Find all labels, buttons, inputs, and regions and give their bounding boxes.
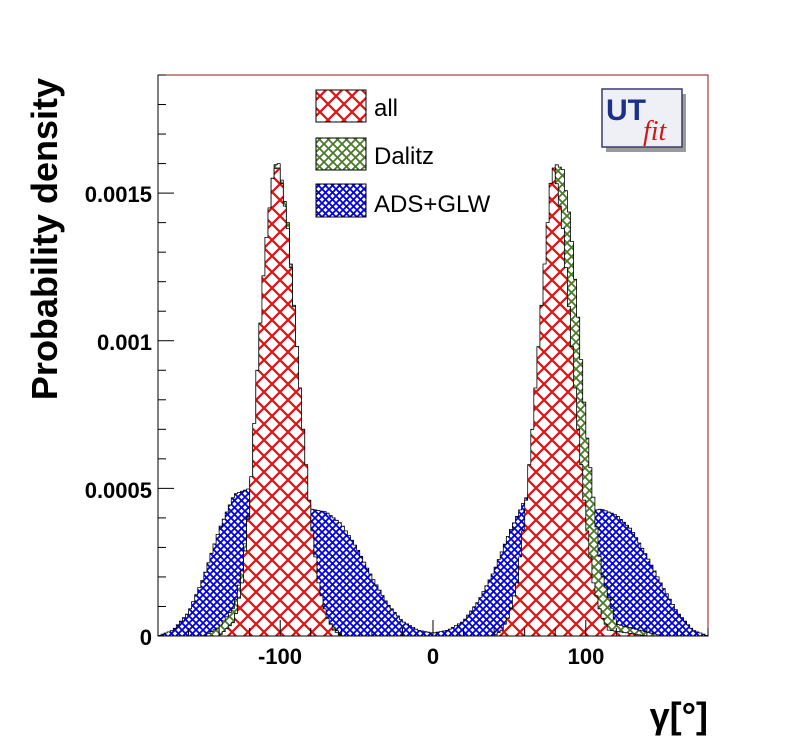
y-tick-label: 0 (140, 625, 152, 650)
legend-label-all: all (374, 95, 398, 122)
y-tick-label: 0.0005 (85, 478, 152, 503)
ticks-layer (157, 74, 709, 637)
legend-swatch-dalitz (315, 137, 367, 171)
legend-swatch-all (315, 89, 367, 123)
logo-text-fit: fit (643, 116, 668, 147)
legend-label-ads-glw: ADS+GLW (374, 191, 491, 218)
x-tick-label: 0 (427, 644, 439, 669)
y-tick-label: 0.0015 (85, 182, 152, 207)
x-axis-title: γ[°] (650, 695, 708, 736)
x-tick-label: -100 (258, 644, 302, 669)
y-tick-label: 0.001 (97, 330, 152, 355)
legend-swatch-ads-glw (315, 183, 367, 218)
utfit-logo: UT fit (601, 88, 686, 152)
series-layer (157, 163, 709, 637)
legend-label-dalitz: Dalitz (374, 143, 434, 170)
x-tick-label: 100 (568, 644, 605, 669)
legend: all Dalitz ADS+GLW (315, 89, 491, 218)
y-axis-title: Probability density (24, 78, 65, 400)
logo-text-ut: UT (606, 94, 646, 127)
